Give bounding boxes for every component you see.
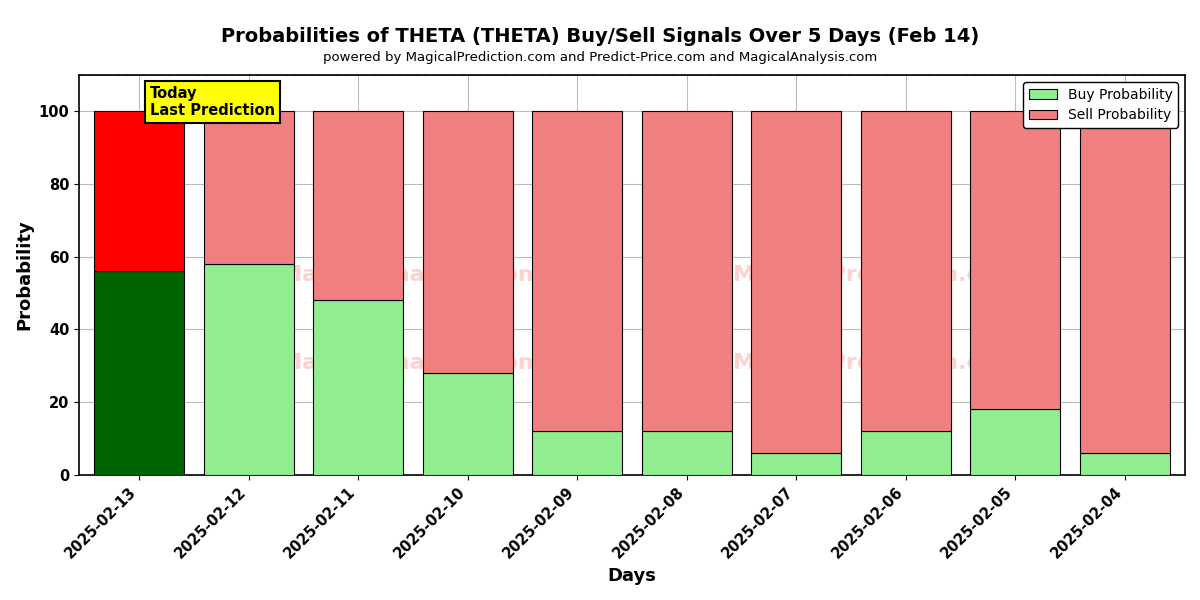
Bar [95,112,184,271]
Bar [422,373,512,475]
Text: MagicalAnalysis.com: MagicalAnalysis.com [281,265,541,285]
Y-axis label: Probability: Probability [14,220,32,331]
Bar [1080,112,1170,453]
Text: powered by MagicalPrediction.com and Predict-Price.com and MagicalAnalysis.com: powered by MagicalPrediction.com and Pre… [323,51,877,64]
Legend: Buy Probability, Sell Probability: Buy Probability, Sell Probability [1024,82,1178,128]
Bar [313,112,403,301]
Bar [1080,453,1170,475]
Bar [971,409,1060,475]
Bar [642,431,732,475]
Bar [204,264,294,475]
Text: MagicalPrediction.com: MagicalPrediction.com [733,353,1018,373]
Text: Probabilities of THETA (THETA) Buy/Sell Signals Over 5 Days (Feb 14): Probabilities of THETA (THETA) Buy/Sell … [221,27,979,46]
Bar [860,431,950,475]
Bar [313,301,403,475]
Bar [860,112,950,431]
Text: Today
Last Prediction: Today Last Prediction [150,86,275,118]
Bar [204,112,294,264]
X-axis label: Days: Days [607,567,656,585]
Bar [642,112,732,431]
Text: MagicalPrediction.com: MagicalPrediction.com [733,265,1018,285]
Bar [95,271,184,475]
Bar [533,112,622,431]
Bar [971,112,1060,409]
Text: MagicalAnalysis.com: MagicalAnalysis.com [281,353,541,373]
Bar [751,112,841,453]
Bar [751,453,841,475]
Bar [533,431,622,475]
Bar [422,112,512,373]
